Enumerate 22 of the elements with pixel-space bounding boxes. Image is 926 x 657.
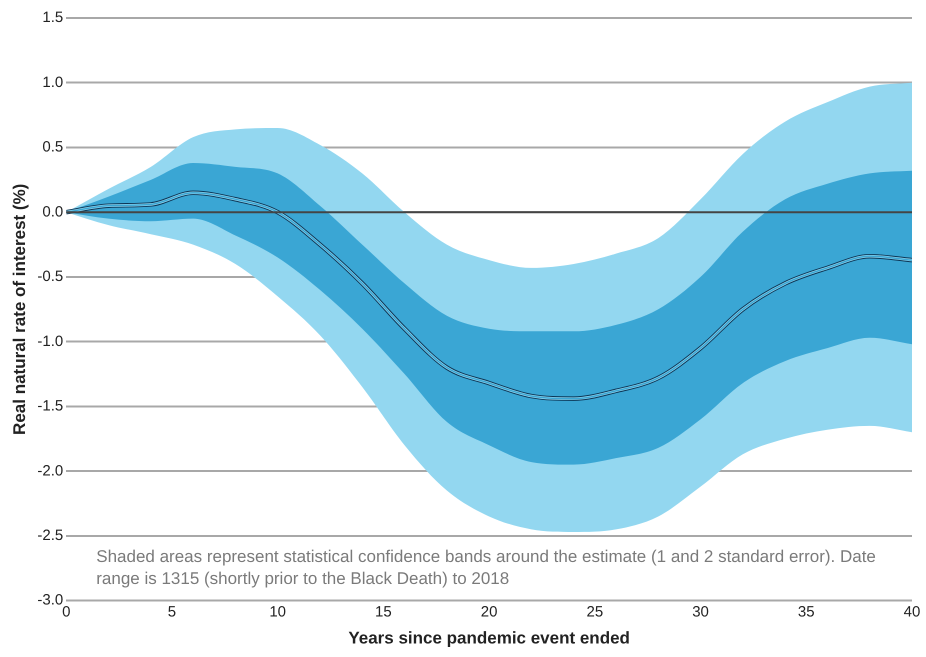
x-tick-label: 25 [586,604,604,621]
x-tick-label: 40 [904,604,920,621]
x-tick-label: 35 [798,604,815,621]
y-tick-label: 1.5 [42,9,64,26]
y-tick-label: 0.5 [42,138,64,156]
x-axis-title: Years since pandemic event ended [348,628,630,648]
y-tick-label: 0.0 [42,203,64,220]
y-axis-title: Real natural rate of interest (%) [10,184,29,435]
x-tick-label: 10 [269,604,286,621]
x-tick-label: 15 [375,604,392,621]
y-tick-label: 1.0 [42,74,64,91]
y-tick-label: -2.5 [37,527,64,544]
y-tick-label: -0.5 [37,268,64,286]
annotation: Shaded areas represent statistical confidence bands around the estimate (1 and 2 standard error). Date range is 1315 (shortly prior to the Black Death) to 2018 [96,546,876,588]
y-tick-label: -1.5 [37,398,64,415]
x-tick-label: 30 [692,604,709,621]
x-tick-label: 5 [168,604,176,621]
y-tick-label: -3.0 [37,592,64,609]
x-tick-label: 20 [480,604,498,621]
x-tick-label: 0 [62,604,70,621]
y-tick-label: -1.0 [37,332,64,350]
y-tick-label: -2.0 [37,462,64,480]
